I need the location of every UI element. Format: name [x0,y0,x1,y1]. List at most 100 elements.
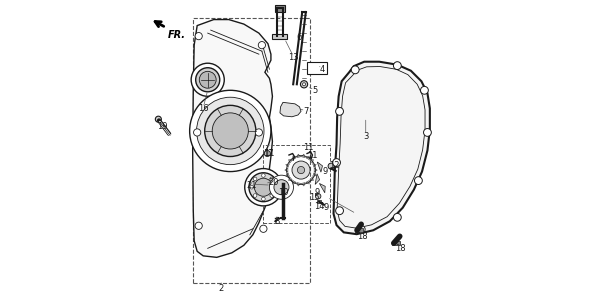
Bar [263,145,330,223]
Circle shape [249,173,278,202]
Polygon shape [306,156,309,160]
Polygon shape [315,174,320,185]
Polygon shape [310,160,313,163]
Text: 19: 19 [158,122,168,131]
Circle shape [264,150,270,157]
Polygon shape [314,168,317,172]
Text: 11: 11 [307,150,317,160]
Circle shape [189,90,271,172]
Bar [307,62,327,74]
Circle shape [336,107,343,115]
Circle shape [351,66,359,74]
Circle shape [300,81,307,88]
Circle shape [270,194,274,197]
Circle shape [270,177,274,181]
Circle shape [424,129,431,136]
Circle shape [191,63,224,96]
Text: 9: 9 [323,167,327,176]
Circle shape [274,180,289,195]
Polygon shape [317,162,323,172]
Text: 5: 5 [312,86,317,95]
Text: 18: 18 [395,244,406,253]
Text: 20: 20 [268,178,279,187]
Polygon shape [286,173,289,176]
Text: 9: 9 [324,203,329,212]
Circle shape [250,185,254,189]
Circle shape [245,169,282,206]
Polygon shape [306,180,309,184]
Circle shape [394,213,401,221]
Circle shape [253,194,257,197]
Text: 2: 2 [219,284,224,293]
Text: 17: 17 [263,149,274,158]
Polygon shape [319,183,325,193]
Text: 21: 21 [246,181,257,190]
Circle shape [336,207,343,215]
Text: 18: 18 [358,232,368,241]
Bar [273,34,287,39]
Polygon shape [313,164,316,167]
Circle shape [196,97,264,165]
Polygon shape [280,102,301,117]
Circle shape [358,225,365,233]
Text: 11: 11 [303,143,313,152]
Circle shape [195,222,202,229]
Circle shape [195,33,202,40]
Text: 15: 15 [309,193,320,202]
Circle shape [205,105,256,157]
Circle shape [254,178,273,196]
Polygon shape [289,160,292,163]
Circle shape [316,194,321,199]
Text: 8: 8 [274,217,280,226]
Circle shape [303,83,306,86]
Text: FR.: FR. [168,30,186,40]
Polygon shape [310,177,313,181]
Circle shape [292,161,310,179]
Circle shape [155,116,161,122]
Text: 10: 10 [278,188,288,197]
Bar [274,5,286,12]
Bar [193,18,310,283]
Text: 6: 6 [297,33,302,42]
Circle shape [394,62,401,70]
Circle shape [270,175,293,199]
Polygon shape [301,154,305,157]
Circle shape [333,159,340,166]
Text: 4: 4 [319,65,324,74]
Polygon shape [193,20,273,257]
Polygon shape [293,156,296,160]
Text: 12: 12 [329,161,339,170]
Polygon shape [285,168,288,172]
Polygon shape [313,173,316,176]
Polygon shape [286,164,289,167]
Circle shape [260,225,267,232]
Circle shape [421,86,428,94]
Polygon shape [293,180,296,184]
Text: 9: 9 [315,188,320,197]
Bar [317,200,321,203]
Circle shape [194,129,201,136]
Text: 16: 16 [198,104,208,113]
Polygon shape [297,183,301,186]
Circle shape [258,42,266,49]
Text: 7: 7 [303,107,308,116]
Text: 11: 11 [264,149,275,158]
Circle shape [273,185,277,189]
Polygon shape [297,154,301,157]
Polygon shape [333,62,430,234]
Polygon shape [289,177,292,181]
Text: 3: 3 [363,132,368,141]
Circle shape [261,197,265,201]
Bar [355,228,363,232]
Circle shape [196,68,219,92]
Circle shape [199,71,216,88]
Circle shape [261,174,265,177]
Circle shape [415,177,422,185]
Text: 14: 14 [314,202,324,211]
Bar [392,241,400,245]
Circle shape [212,113,248,149]
Polygon shape [301,183,305,186]
Circle shape [328,163,334,169]
Circle shape [255,129,263,136]
Circle shape [297,166,304,174]
